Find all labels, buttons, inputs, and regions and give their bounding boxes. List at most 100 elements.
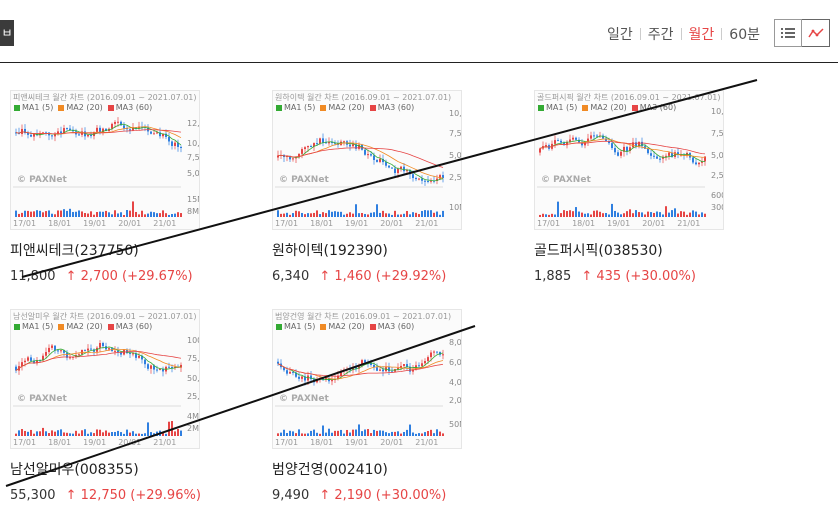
volume-bar xyxy=(96,212,98,217)
volume-bar xyxy=(394,431,396,436)
volume-bar xyxy=(397,214,399,217)
volume-bar xyxy=(653,212,655,217)
candle-body xyxy=(292,371,294,373)
volume-bar xyxy=(90,211,92,217)
volume-bar xyxy=(412,432,414,436)
chart-title: 남선알미우 월간 차트 (2016.09.01 ~ 2021.07.01) xyxy=(13,312,197,321)
stock-card[interactable]: 범양건영 월간 차트 (2016.09.01 ~ 2021.07.01) MA1… xyxy=(272,309,472,503)
candle-body xyxy=(60,350,62,352)
chart-title: 골드퍼시픽 월간 차트 (2016.09.01 ~ 2021.07.01) xyxy=(537,93,721,102)
stock-chart-thumbnail[interactable]: 골드퍼시픽 월간 차트 (2016.09.01 ~ 2021.07.01) MA… xyxy=(534,90,724,230)
stock-chart-thumbnail[interactable]: 범양건영 월간 차트 (2016.09.01 ~ 2021.07.01) MA1… xyxy=(272,309,462,449)
stock-name[interactable]: 골드퍼시픽(038530) xyxy=(534,243,663,259)
legend-ma3: MA3 (60) xyxy=(369,103,414,112)
stock-name[interactable]: 남선알미우(008355) xyxy=(10,462,139,478)
volume-bar xyxy=(27,210,29,217)
volume-bar xyxy=(692,210,694,217)
volume-bar xyxy=(599,211,601,217)
stock-card[interactable]: 원하이텍 월간 차트 (2016.09.01 ~ 2021.07.01) MA1… xyxy=(272,90,472,284)
volume-bar xyxy=(442,210,444,217)
list-view-button[interactable] xyxy=(774,19,802,47)
stock-card[interactable]: 피앤씨테크 월간 차트 (2016.09.01 ~ 2021.07.01) MA… xyxy=(10,90,210,284)
volume-bar xyxy=(436,429,438,436)
candle-body xyxy=(692,157,694,163)
volume-bar xyxy=(90,432,92,436)
candle-body xyxy=(15,132,17,134)
volume-bar xyxy=(102,211,104,217)
legend-ma1: MA1 (5) xyxy=(14,103,53,112)
price-line: 9,490 ↑ 2,190 (+30.00%) xyxy=(272,488,472,503)
volume-bar xyxy=(15,210,17,217)
candle-body xyxy=(373,155,375,161)
volume-bar xyxy=(400,433,402,436)
candle-body xyxy=(60,131,62,134)
volume-bar xyxy=(24,430,26,436)
stock-name[interactable]: 피앤씨테크(237750) xyxy=(10,243,139,259)
volume-bar xyxy=(361,212,363,217)
volume-bar xyxy=(677,213,679,217)
candle-body xyxy=(656,156,658,159)
volume-bar xyxy=(328,210,330,217)
candle-body xyxy=(96,127,98,132)
stock-chart-thumbnail[interactable]: 남선알미우 월간 차트 (2016.09.01 ~ 2021.07.01) MA… xyxy=(10,309,200,449)
stock-name[interactable]: 원하이텍(192390) xyxy=(272,243,388,259)
volume-bar xyxy=(45,211,47,217)
volume-bar xyxy=(36,210,38,217)
tab-60min[interactable]: 60분 xyxy=(729,27,760,43)
volume-bar xyxy=(138,214,140,217)
volume-bar xyxy=(277,433,279,436)
y-tick: 10,000 xyxy=(711,107,724,116)
volume-bar xyxy=(659,212,661,217)
y-tick: 6,000 xyxy=(449,358,462,367)
volume-bar xyxy=(283,213,285,217)
candle-body xyxy=(292,158,294,160)
tab-monthly[interactable]: 월간 xyxy=(688,27,715,43)
candle-body xyxy=(388,165,390,168)
candle-body xyxy=(349,144,351,147)
stock-chart-thumbnail[interactable]: 원하이텍 월간 차트 (2016.09.01 ~ 2021.07.01) MA1… xyxy=(272,90,462,230)
volume-bar xyxy=(153,212,155,217)
volume-bar xyxy=(123,433,125,436)
volume-bar xyxy=(367,429,369,436)
volume-bar xyxy=(629,209,631,217)
candle-body xyxy=(557,140,559,142)
stock-card[interactable]: 남선알미우 월간 차트 (2016.09.01 ~ 2021.07.01) MA… xyxy=(10,309,210,503)
volume-bar xyxy=(542,213,544,217)
tab-separator xyxy=(721,28,723,40)
y-tick: 4,000 xyxy=(449,378,462,387)
stock-name[interactable]: 범양건영(002410) xyxy=(272,462,388,478)
volume-bar xyxy=(18,430,20,436)
volume-bar xyxy=(662,214,664,217)
volume-bar xyxy=(295,433,297,436)
volume-bar xyxy=(370,433,372,436)
y-tick: 2,500 xyxy=(449,173,462,182)
volume-bar xyxy=(93,214,95,217)
legend-ma3: MA3 (60) xyxy=(107,322,152,331)
y-tick: 2M xyxy=(187,424,199,433)
volume-bar xyxy=(674,208,676,217)
candle-body xyxy=(611,143,613,149)
x-axis-ticks: 17/01 18/01 19/01 20/01 21/01 xyxy=(13,438,177,447)
candle-body xyxy=(24,360,26,363)
volume-bar xyxy=(72,211,74,217)
tab-daily[interactable]: 일간 xyxy=(607,27,633,43)
candle-body xyxy=(30,357,32,361)
view-toggle xyxy=(774,19,830,47)
volume-bar xyxy=(144,433,146,436)
chart-view-button[interactable] xyxy=(802,19,830,47)
candle-body xyxy=(400,166,402,169)
stock-card[interactable]: 골드퍼시픽 월간 차트 (2016.09.01 ~ 2021.07.01) MA… xyxy=(534,90,734,284)
partial-tab[interactable]: ㅂ xyxy=(0,20,14,46)
volume-bar xyxy=(27,431,29,436)
volume-bar xyxy=(665,206,667,217)
candle-body xyxy=(361,360,363,365)
stock-chart-thumbnail[interactable]: 피앤씨테크 월간 차트 (2016.09.01 ~ 2021.07.01) MA… xyxy=(10,90,200,230)
tab-weekly[interactable]: 주간 xyxy=(647,27,674,43)
volume-bar xyxy=(117,213,119,217)
candle-body xyxy=(424,361,426,364)
volume-bar xyxy=(99,211,101,217)
candle-body xyxy=(668,152,670,156)
candle-body xyxy=(54,134,56,137)
stock-price: 11,800 xyxy=(10,269,56,284)
candle-body xyxy=(388,367,390,372)
